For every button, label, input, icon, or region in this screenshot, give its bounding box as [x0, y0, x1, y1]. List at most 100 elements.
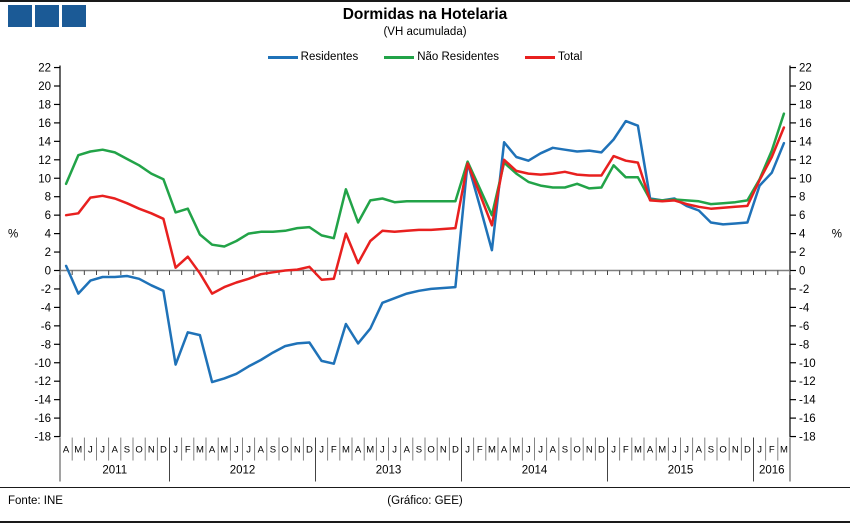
svg-text:J: J [319, 445, 324, 456]
svg-text:A: A [209, 445, 216, 456]
svg-text:-12: -12 [34, 376, 51, 388]
svg-text:-10: -10 [799, 358, 816, 370]
svg-text:N: N [148, 445, 155, 456]
zero-line [59, 269, 791, 275]
svg-text:2011: 2011 [102, 465, 127, 477]
svg-text:-14: -14 [34, 395, 51, 407]
svg-text:S: S [708, 445, 714, 456]
svg-text:12: 12 [799, 155, 812, 167]
svg-text:0: 0 [45, 266, 51, 278]
svg-text:J: J [538, 445, 543, 456]
y-axis-unit-left: % [8, 229, 18, 241]
svg-text:-4: -4 [799, 302, 810, 314]
svg-text:M: M [488, 445, 496, 456]
svg-text:A: A [258, 445, 265, 456]
svg-text:-8: -8 [41, 339, 51, 351]
logo-square-icon [35, 5, 59, 27]
svg-text:M: M [220, 445, 228, 456]
svg-text:2012: 2012 [230, 465, 256, 477]
svg-text:J: J [465, 445, 470, 456]
svg-text:F: F [331, 445, 337, 456]
svg-text:-10: -10 [34, 358, 51, 370]
legend-swatch [525, 55, 556, 59]
svg-text:O: O [135, 445, 142, 456]
svg-text:A: A [63, 445, 70, 456]
svg-text:-4: -4 [41, 302, 52, 314]
legend-label: Total [558, 51, 583, 63]
svg-text:F: F [185, 445, 191, 456]
bottom-rule [0, 521, 850, 523]
svg-text:-12: -12 [799, 376, 816, 388]
legend-swatch [267, 55, 298, 59]
svg-text:16: 16 [38, 118, 51, 130]
svg-text:M: M [366, 445, 374, 456]
svg-text:F: F [477, 445, 483, 456]
svg-text:18: 18 [38, 99, 51, 111]
svg-text:-6: -6 [41, 321, 51, 333]
svg-text:N: N [294, 445, 301, 456]
svg-text:A: A [550, 445, 557, 456]
svg-text:F: F [623, 445, 629, 456]
svg-text:M: M [342, 445, 350, 456]
svg-text:-8: -8 [799, 339, 809, 351]
svg-text:14: 14 [38, 136, 51, 148]
svg-text:-18: -18 [799, 432, 816, 444]
svg-text:O: O [573, 445, 580, 456]
svg-text:6: 6 [45, 210, 51, 222]
chart-subtitle: (VH acumulada) [383, 26, 467, 38]
svg-text:D: D [160, 445, 167, 456]
svg-text:J: J [392, 445, 397, 456]
svg-text:2013: 2013 [376, 465, 402, 477]
svg-text:6: 6 [799, 210, 805, 222]
svg-text:-16: -16 [34, 413, 51, 425]
svg-text:F: F [769, 445, 775, 456]
svg-text:J: J [234, 445, 239, 456]
svg-text:J: J [684, 445, 689, 456]
svg-text:10: 10 [799, 173, 812, 185]
svg-text:S: S [270, 445, 276, 456]
svg-text:-2: -2 [799, 284, 809, 296]
svg-text:M: M [74, 445, 82, 456]
series-line-total [64, 126, 786, 295]
svg-text:M: M [658, 445, 666, 456]
svg-text:12: 12 [38, 155, 51, 167]
svg-text:2: 2 [45, 247, 51, 259]
svg-text:22: 22 [38, 63, 51, 75]
y-axis-left: -18 -16 -14 -12 -10 -8 -6 -4 -2 0 2 4 6 8 10 12 14 16 18 20… [8, 63, 61, 444]
legend-item-residentes: Residentes [267, 51, 359, 63]
logo-square-icon [62, 5, 86, 27]
svg-text:A: A [696, 445, 703, 456]
svg-text:M: M [780, 445, 788, 456]
svg-text:16: 16 [799, 118, 812, 130]
svg-text:4: 4 [45, 229, 52, 241]
svg-text:-14: -14 [799, 395, 816, 407]
svg-text:4: 4 [799, 229, 806, 241]
svg-text:M: M [196, 445, 204, 456]
svg-text:2016: 2016 [759, 465, 785, 477]
svg-text:-16: -16 [799, 413, 816, 425]
svg-text:A: A [112, 445, 119, 456]
svg-text:J: J [672, 445, 677, 456]
svg-text:O: O [719, 445, 726, 456]
svg-text:J: J [173, 445, 178, 456]
legend-swatch [384, 55, 415, 59]
top-rule [0, 0, 850, 2]
legend-item-total: Total [525, 51, 582, 63]
svg-text:D: D [598, 445, 605, 456]
svg-text:S: S [124, 445, 130, 456]
svg-text:D: D [744, 445, 751, 456]
svg-text:J: J [246, 445, 251, 456]
svg-text:18: 18 [799, 99, 812, 111]
svg-text:J: J [88, 445, 93, 456]
svg-text:N: N [440, 445, 447, 456]
chart-title: Dormidas na Hotelaria [342, 6, 508, 23]
svg-text:J: J [757, 445, 762, 456]
logo [8, 5, 86, 27]
svg-text:S: S [562, 445, 568, 456]
legend-label: Residentes [300, 51, 359, 63]
y-axis-unit-right: % [832, 229, 842, 241]
svg-text:8: 8 [799, 192, 805, 204]
logo-square-icon [8, 5, 32, 27]
